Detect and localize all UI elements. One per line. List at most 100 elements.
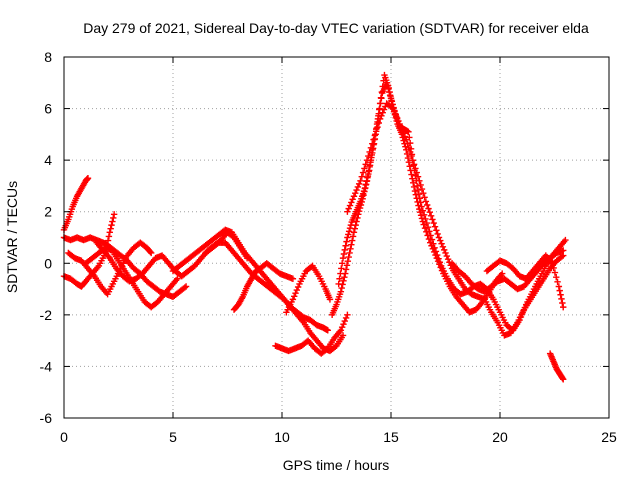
y-tick-label: -4: [40, 358, 53, 374]
series-track-16: [448, 247, 567, 295]
data-point: [380, 106, 388, 113]
data-point: [413, 169, 420, 176]
data-point: [366, 148, 373, 156]
y-tick-label: 4: [44, 152, 52, 168]
data-point: [403, 136, 410, 143]
data-point: [412, 165, 419, 172]
data-point: [366, 167, 373, 174]
data-point: [413, 182, 421, 190]
data-point: [437, 237, 444, 244]
data-point: [346, 225, 354, 232]
data-point: [361, 185, 369, 192]
data-point: [349, 233, 357, 240]
data-point: [405, 144, 413, 151]
data-point: [408, 171, 415, 178]
ticks: [63, 56, 610, 419]
data-point: [435, 255, 442, 262]
y-tick-labels: -6 -4 -2 0 2 4 6 8: [40, 49, 53, 426]
data-point: [359, 169, 367, 176]
data-point: [556, 287, 563, 294]
data-point: [439, 243, 447, 250]
data-point: [337, 288, 345, 295]
data-point: [343, 238, 350, 245]
data-point: [372, 128, 380, 135]
data-point: [415, 190, 423, 198]
data-point: [425, 205, 432, 212]
data-point: [423, 201, 431, 209]
data-point: [362, 161, 369, 168]
data-point: [371, 132, 379, 139]
data-point: [377, 100, 384, 107]
data-point: [420, 189, 427, 197]
data-point: [409, 156, 416, 164]
data-point: [423, 219, 430, 227]
data-point: [345, 231, 352, 238]
data-point: [555, 283, 563, 290]
data-point: [558, 253, 566, 260]
data-point: [108, 221, 115, 229]
y-tick-label: 8: [44, 49, 52, 65]
data-point: [553, 274, 560, 281]
data-point: [431, 223, 439, 230]
data-point: [335, 280, 342, 288]
series-track-4: [65, 239, 155, 298]
data-point: [444, 255, 452, 263]
data-point: [104, 237, 112, 244]
data-point: [414, 173, 422, 180]
data-point: [346, 249, 353, 257]
data-point: [343, 262, 351, 269]
data-point: [414, 186, 422, 194]
data-point: [352, 189, 359, 197]
x-tick-label: 10: [274, 429, 290, 445]
data-point: [353, 186, 360, 194]
data-point: [389, 105, 397, 112]
data-point: [182, 283, 190, 290]
data-point: [378, 95, 385, 102]
data-point: [418, 203, 425, 210]
data-point: [554, 278, 561, 286]
data-point: [406, 163, 413, 170]
series-track-10: [272, 311, 351, 357]
data-point: [340, 250, 348, 258]
data-point: [147, 248, 154, 256]
data-point: [344, 311, 351, 319]
data-point: [106, 229, 113, 236]
data-point: [397, 123, 405, 131]
data-point: [421, 225, 429, 232]
data-point: [339, 254, 347, 262]
x-tick-label: 0: [60, 429, 68, 445]
y-tick-label: 0: [44, 255, 52, 271]
data-point: [337, 270, 344, 277]
data-point: [338, 284, 345, 292]
data-point: [374, 123, 381, 131]
data-point: [385, 85, 392, 93]
data-point: [558, 295, 565, 303]
data-point: [349, 196, 356, 203]
data-points: [60, 71, 569, 383]
data-point: [370, 136, 377, 143]
data-point: [181, 284, 188, 291]
data-point: [341, 317, 348, 325]
data-point: [430, 219, 437, 227]
grid: [64, 57, 609, 418]
y-tick-label: 2: [44, 204, 52, 220]
data-point: [337, 327, 345, 334]
data-point: [386, 88, 393, 96]
data-point: [396, 120, 403, 128]
data-point: [107, 225, 114, 232]
series-track-2: [60, 174, 92, 233]
data-point: [375, 119, 382, 127]
data-point: [404, 140, 411, 147]
data-point: [369, 140, 376, 147]
data-point: [404, 154, 412, 162]
data-point: [436, 259, 444, 266]
data-point: [357, 177, 364, 184]
data-point: [411, 187, 419, 195]
data-point: [367, 144, 375, 151]
data-point: [378, 112, 385, 119]
data-point: [348, 199, 355, 206]
data-point: [363, 156, 371, 164]
data-point: [361, 165, 368, 172]
data-point: [405, 128, 412, 135]
